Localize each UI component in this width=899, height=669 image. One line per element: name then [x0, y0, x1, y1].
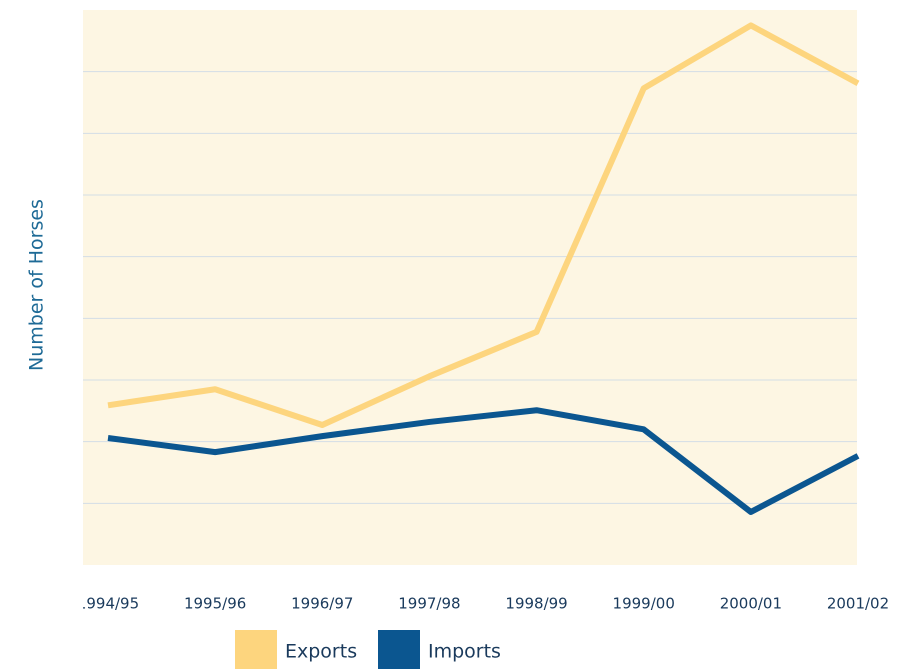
y-axis-label: Number of Horses	[26, 199, 48, 371]
plot-background	[83, 10, 857, 565]
legend-label: Exports	[285, 641, 357, 663]
legend-swatch	[235, 630, 277, 669]
x-tick-label: 1997/98	[398, 595, 460, 613]
x-tick-label: 1996/97	[291, 595, 353, 613]
legend-swatch	[378, 630, 420, 669]
x-tick-label: 2001/02	[827, 595, 889, 613]
x-tick-label: 1999/00	[613, 595, 675, 613]
legend-label: Imports	[428, 641, 501, 663]
line	[107, 22, 860, 429]
x-tick-label: 2000/01	[720, 595, 782, 613]
line	[107, 407, 860, 515]
x-tick-label: 1994/95	[77, 595, 139, 613]
x-tick-label: 1995/96	[184, 595, 246, 613]
x-tick-label: 1998/99	[505, 595, 567, 613]
